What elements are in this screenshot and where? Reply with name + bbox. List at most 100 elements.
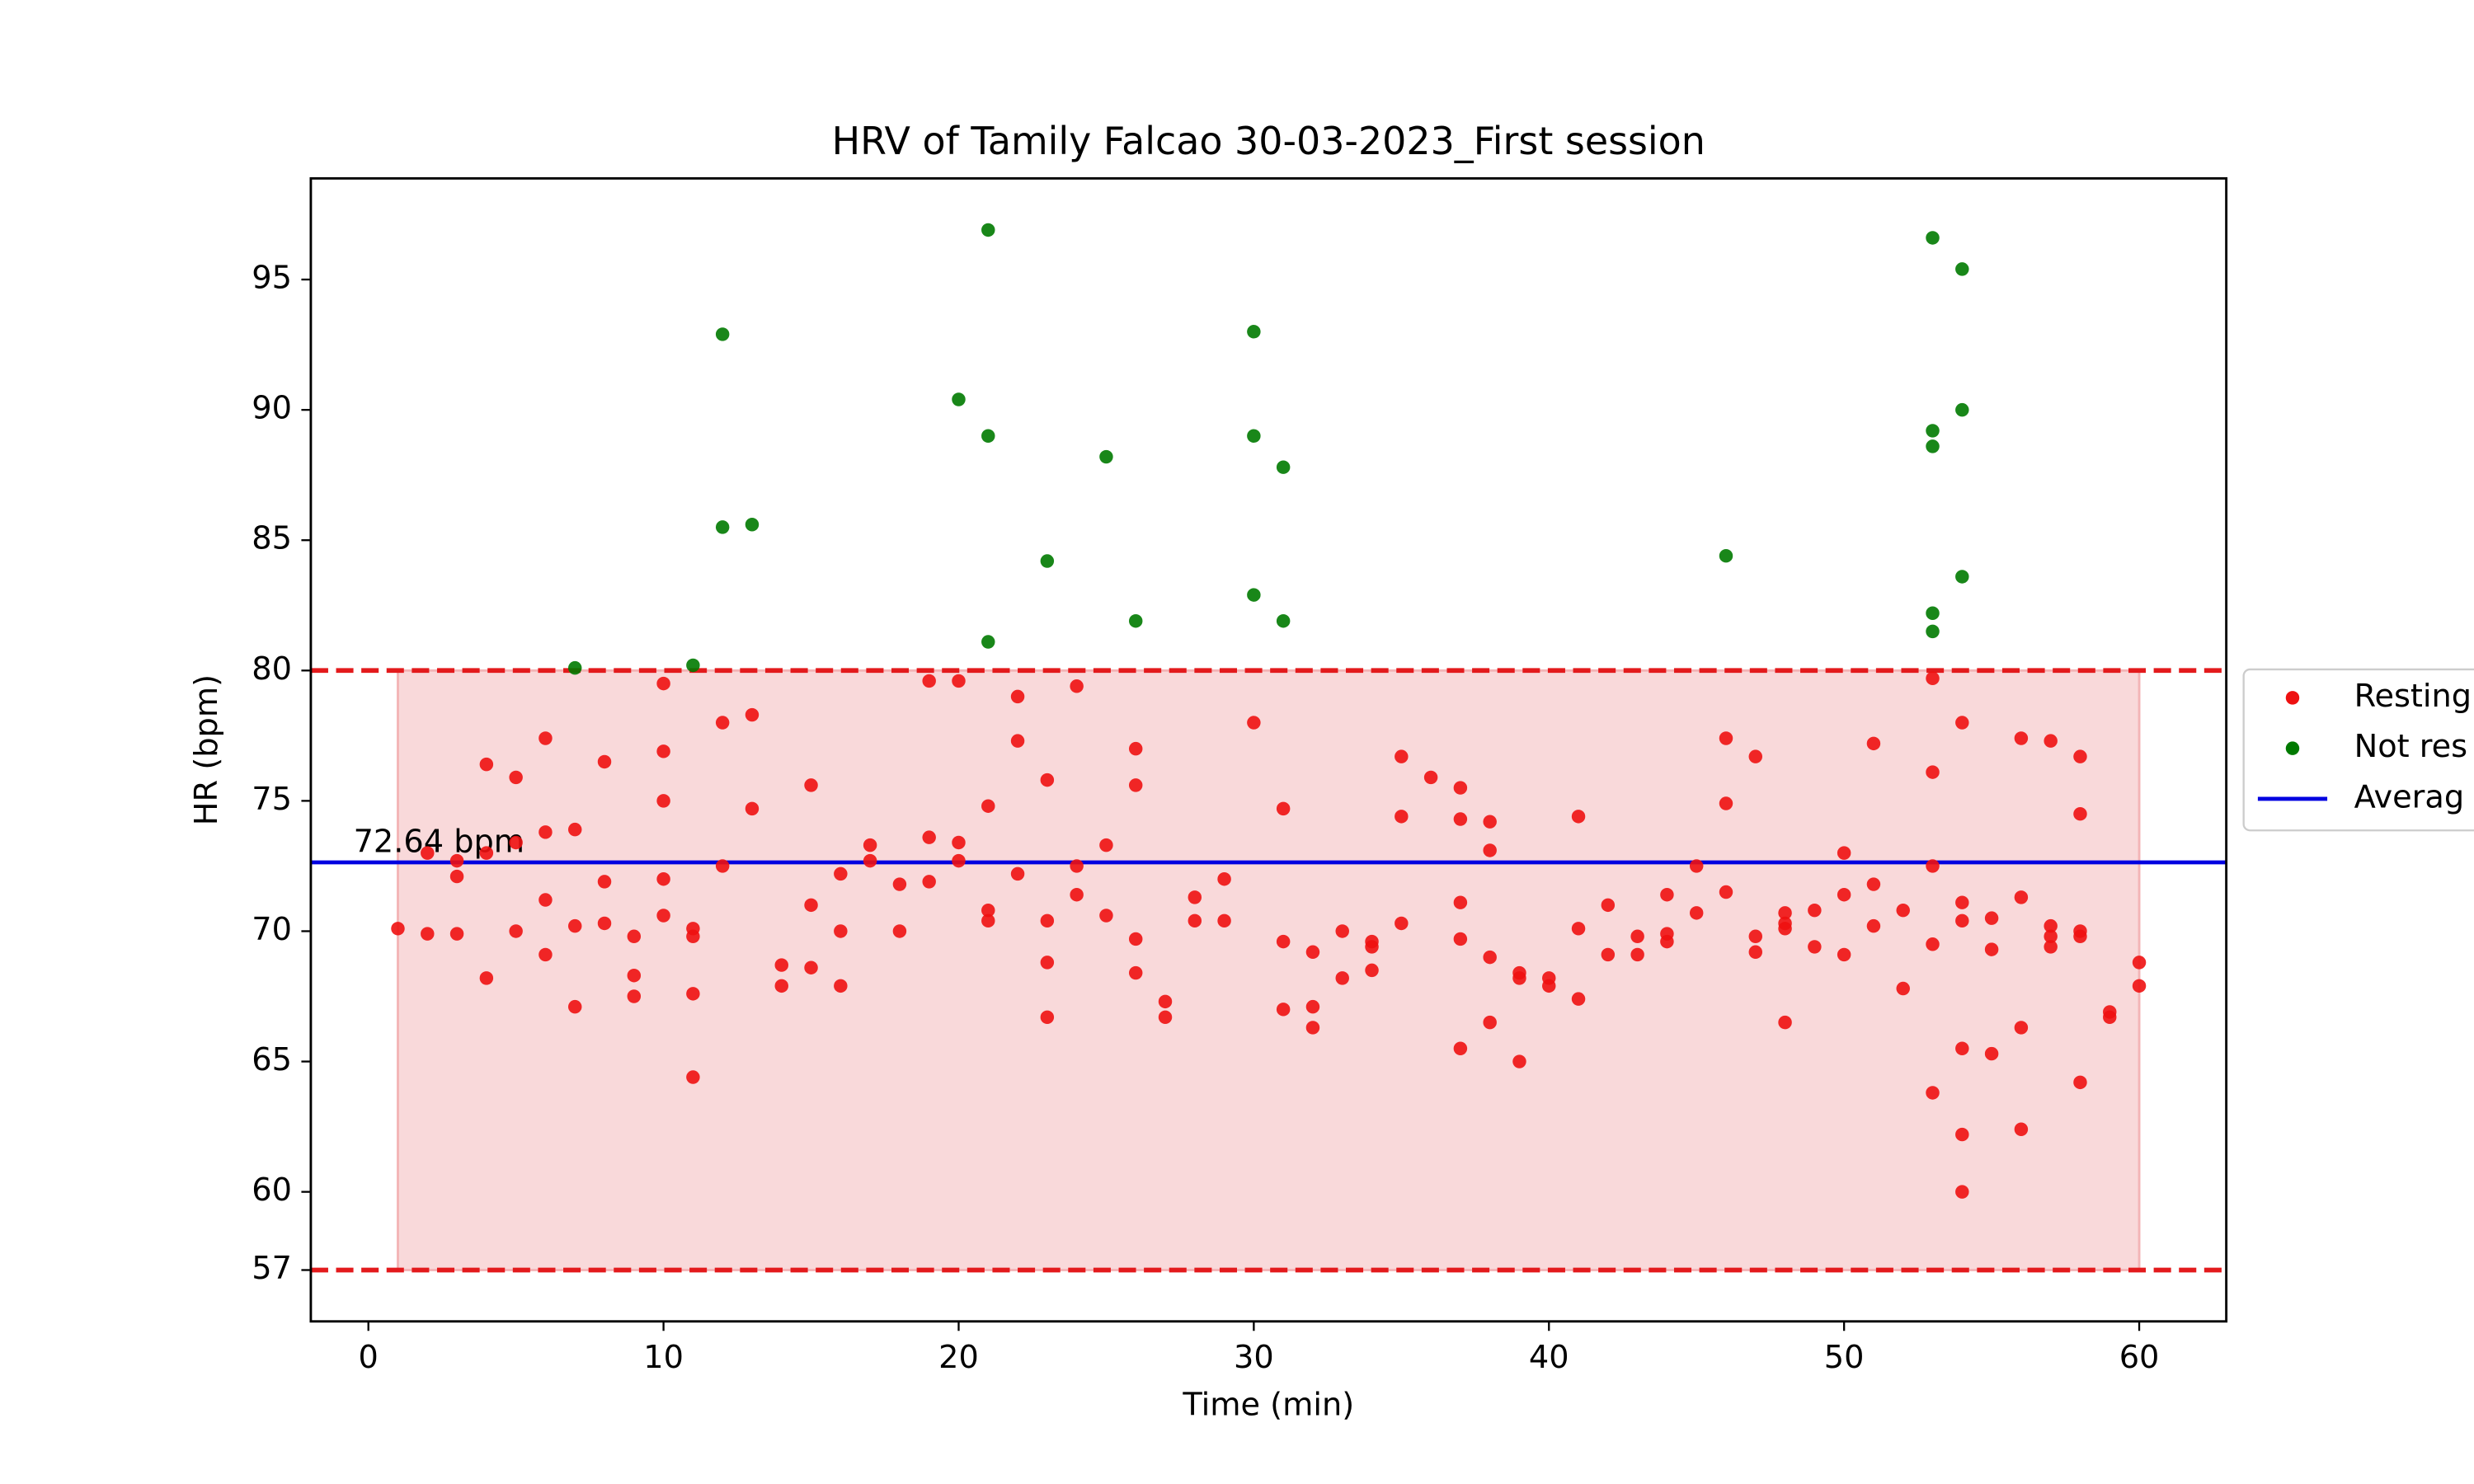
legend-label: Not res [2354,728,2468,765]
x-tick-label: 60 [2119,1339,2160,1376]
data-point [656,872,670,886]
data-point [981,635,995,649]
data-point [1512,1054,1526,1068]
data-point [1926,765,1940,779]
data-point [1010,689,1025,704]
data-point [1335,924,1349,938]
data-point [1070,679,1084,693]
data-point [2132,979,2147,993]
data-point [449,853,464,868]
data-point [1305,999,1320,1014]
data-point [863,838,877,852]
data-point [449,869,464,884]
data-point [2103,1010,2117,1025]
data-point [656,676,670,691]
data-point [597,754,612,769]
data-point [1926,1086,1940,1100]
y-axis-label: HR (bpm) [188,674,225,825]
data-point [1276,1003,1291,1017]
data-point [1689,906,1704,920]
data-point [686,987,700,1001]
data-point [1040,956,1055,970]
data-point [1660,934,1674,949]
data-point [1748,749,1763,763]
data-point [1276,460,1291,474]
data-point [1128,965,1143,980]
resting-band [397,669,2141,1271]
data-point [1040,773,1055,787]
data-point [1571,810,1586,824]
data-point [1099,449,1113,464]
data-point [1571,992,1586,1006]
data-point [1483,950,1497,965]
data-point [1866,877,1881,891]
data-point [1689,859,1704,873]
x-tick-label: 30 [1234,1339,1274,1376]
data-point [1070,887,1084,902]
average-annotation: 72.64 bpm [354,824,524,861]
data-point [715,716,730,730]
data-point [1040,554,1055,568]
data-point [1128,932,1143,946]
data-point [1601,947,1616,962]
data-point [715,859,730,873]
data-point [539,947,553,962]
y-tick-label: 85 [252,520,292,557]
data-point [391,922,405,936]
data-point [479,846,494,860]
data-point [1217,913,1231,928]
data-point [1305,1021,1320,1035]
data-point [479,971,494,985]
data-point [2073,749,2087,763]
data-point [715,327,730,341]
data-point [1955,402,1969,417]
data-point [539,893,553,907]
data-point [1040,913,1055,928]
data-point [2044,918,2058,933]
data-point [1660,887,1674,902]
legend-marker [2285,741,2300,755]
data-point [2073,929,2087,944]
data-point [627,989,642,1003]
data-point [952,853,966,868]
data-point [449,927,464,941]
data-point [1719,796,1733,810]
data-point [1512,971,1526,985]
data-point [539,825,553,839]
data-point [686,929,700,944]
data-point [952,674,966,688]
data-point [1926,937,1940,951]
data-point [421,846,435,860]
data-point [834,924,848,938]
data-point [715,520,730,534]
data-point [834,866,848,881]
data-point [1158,1010,1173,1025]
data-point [804,960,818,974]
chart-title: HRV of Tamily Falcao 30-03-2023_First se… [832,119,1705,163]
data-point [597,916,612,931]
data-point [1571,922,1586,936]
data-point [892,924,907,938]
data-point [1926,859,1940,873]
data-point [1483,843,1497,857]
x-axis-label: Time (min) [1182,1387,1354,1424]
data-point [1748,945,1763,959]
data-point [1217,872,1231,886]
x-tick-label: 20 [938,1339,979,1376]
data-point [1748,929,1763,944]
data-point [1926,606,1940,620]
data-point [1423,770,1438,785]
data-point [863,853,877,868]
data-point [1395,749,1409,763]
y-tick-label: 90 [252,390,292,427]
data-point [1305,945,1320,959]
data-point [1808,940,1822,954]
y-tick-label: 80 [252,650,292,688]
data-point [1453,812,1468,826]
data-point [922,830,936,844]
x-tick-label: 40 [1529,1339,1569,1376]
data-point [1808,903,1822,918]
data-point [421,927,435,941]
data-point [1276,801,1291,816]
